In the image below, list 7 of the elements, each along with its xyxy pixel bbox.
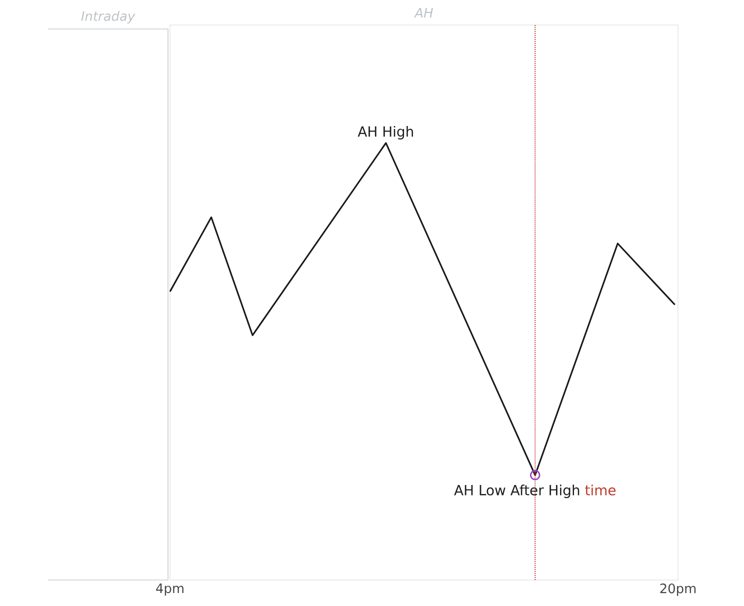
- x-tick-label: 4pm: [156, 584, 184, 596]
- text: Intraday: [81, 10, 136, 24]
- ref-line-label: time: [585, 484, 616, 496]
- chart-title: AH: [414, 8, 433, 18]
- annotation: AH High: [358, 126, 413, 140]
- annotation: AH Low After High: [454, 484, 580, 498]
- x-tick-label: 20pm: [660, 584, 696, 596]
